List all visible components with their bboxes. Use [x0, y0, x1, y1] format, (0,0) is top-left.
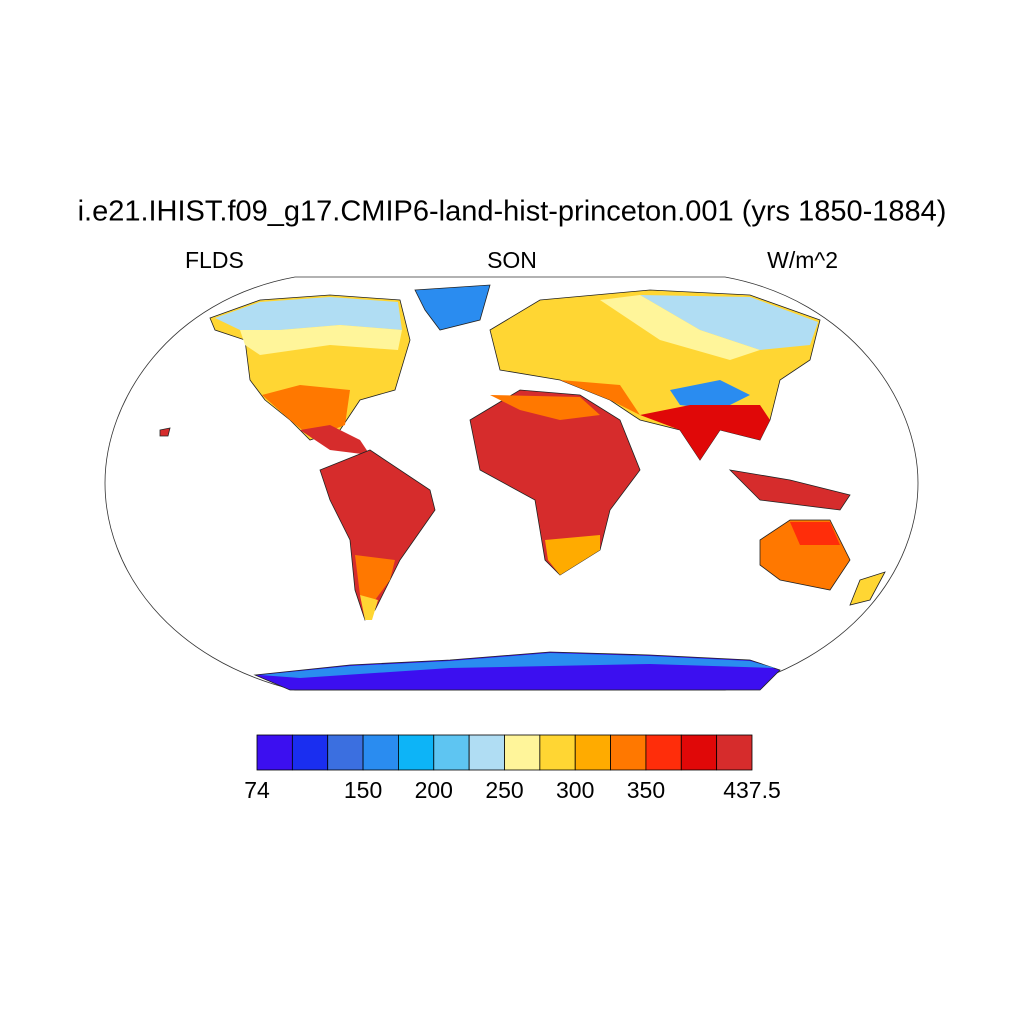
color-box: [256, 734, 293, 771]
north-america-south: [262, 385, 350, 438]
hawaii: [159, 427, 171, 437]
color-box: [291, 734, 329, 771]
colorbar-tick-label: 350: [627, 777, 665, 803]
color-box: [574, 734, 611, 771]
color-box: [327, 734, 364, 771]
south-america-tip: [360, 595, 378, 620]
color-box: [362, 734, 399, 771]
color-box: [398, 734, 435, 771]
colorbar-tick-label: 437.5: [723, 777, 781, 803]
north-america-mid: [240, 325, 402, 355]
colorbar-tick-label: 250: [485, 777, 523, 803]
map: [104, 276, 919, 691]
eurasia-mid: [600, 295, 760, 360]
siberia: [640, 295, 818, 350]
units-label: W/m^2: [767, 247, 838, 273]
color-box: [468, 734, 505, 771]
color-box: [504, 734, 541, 771]
color-box: [433, 734, 470, 771]
north-america-north: [215, 297, 402, 330]
season-label: SON: [487, 247, 537, 273]
greenland: [414, 284, 491, 331]
colorbar-tick-label: 74: [244, 777, 270, 803]
tibet: [670, 380, 750, 410]
color-box: [610, 734, 647, 771]
colorbar-tick-label: 150: [344, 777, 382, 803]
africa-south: [545, 535, 600, 575]
south-asia: [640, 405, 770, 460]
maritime-continent: [728, 469, 851, 511]
colorbar-tick-label: 300: [556, 777, 594, 803]
central-america: [300, 425, 370, 455]
color-box: [716, 734, 753, 771]
colorbar: 74 150 200 250 300 350 437.5: [244, 734, 781, 803]
color-box: [539, 734, 576, 771]
variable-label: FLDS: [185, 247, 244, 273]
africa: [469, 389, 641, 576]
color-box: [680, 734, 718, 771]
south-america: [319, 449, 436, 621]
new-zealand: [849, 571, 886, 606]
middle-east: [560, 380, 640, 415]
australia-north: [790, 522, 840, 545]
title: i.e21.IHIST.f09_g17.CMIP6-land-hist-prin…: [78, 196, 947, 228]
south-america-south: [355, 555, 395, 600]
color-box: [645, 734, 682, 771]
colorbar-tick-label: 200: [415, 777, 453, 803]
antarctica-coast: [260, 653, 775, 678]
africa-north: [490, 395, 600, 420]
